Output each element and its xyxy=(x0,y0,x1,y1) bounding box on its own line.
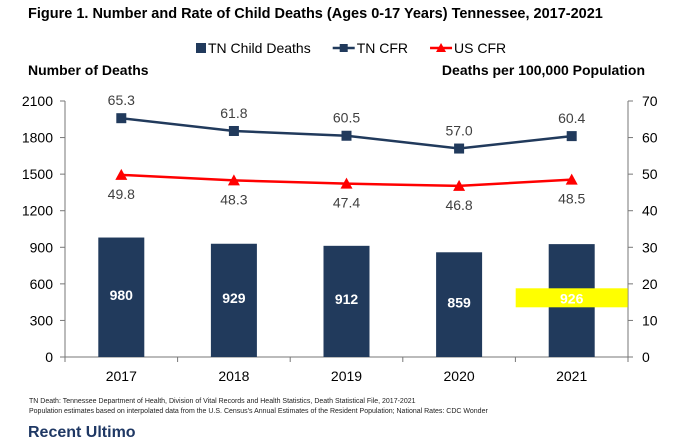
legend-marker-triangle xyxy=(436,43,447,52)
y-left-tick-label: 0 xyxy=(45,349,53,365)
us-cfr-point xyxy=(340,177,353,189)
y-left-tick-label: 300 xyxy=(30,312,54,328)
us-cfr-label: 46.8 xyxy=(445,197,472,213)
bar-value-label: 926 xyxy=(560,290,584,306)
data-labels: 980 929 912 859 926 65.3 61.8 60.5 57.0 60.4 49.8 4… xyxy=(108,92,628,311)
bar-tn-child-deaths xyxy=(210,243,257,357)
bar-tn-child-deaths xyxy=(98,237,145,357)
y-right-tick-label: 10 xyxy=(642,312,658,328)
y-left-tick-label: 600 xyxy=(30,276,54,292)
us-cfr-label: 49.8 xyxy=(108,186,135,202)
source-note-1: TN Death: Tennessee Department of Health… xyxy=(29,398,416,405)
y-axis-right-title: Deaths per 100,000 Population xyxy=(442,62,645,78)
bar-tn-child-deaths xyxy=(323,245,370,357)
y-right-tick-label: 0 xyxy=(642,349,650,365)
tn-cfr-label: 61.8 xyxy=(220,105,247,121)
y-left-tick-label: 900 xyxy=(30,239,54,255)
us-cfr-point xyxy=(115,168,128,180)
y-right-tick-label: 70 xyxy=(642,93,658,109)
y-left-tick-label: 2100 xyxy=(22,93,53,109)
x-tick-label: 2019 xyxy=(331,368,362,384)
figure-title: Figure 1. Number and Rate of Child Death… xyxy=(28,6,603,22)
x-tick-label: 2021 xyxy=(556,368,587,384)
y-left-tick-label: 1200 xyxy=(22,203,53,219)
tn-cfr-point xyxy=(116,113,127,124)
y-left-tick-label: 1800 xyxy=(22,130,53,146)
highlight-2021 xyxy=(515,288,628,308)
bar-value-label: 980 xyxy=(110,287,134,303)
y-axis-left-title: Number of Deaths xyxy=(28,62,149,78)
tn-cfr-point xyxy=(566,131,577,142)
next-section-heading: Recent Ultimo xyxy=(28,424,136,441)
chart: TN Child Deaths TN CFR US CFR Number of De… xyxy=(22,40,658,384)
source-note-2: Population estimates based on interpolat… xyxy=(29,408,488,415)
tn-cfr-label: 60.4 xyxy=(558,110,585,126)
bar-tn-child-deaths xyxy=(436,252,483,357)
tn-cfr-label: 57.0 xyxy=(445,123,472,139)
legend-label: TN CFR xyxy=(357,40,408,56)
axes: 0 300 600 900 1200 1500 1800 2100 0 10 20 30 40 50 60 7… xyxy=(22,93,658,384)
bar-value-label: 929 xyxy=(222,290,246,306)
legend: TN Child Deaths TN CFR US CFR xyxy=(196,40,506,56)
x-tick-label: 2018 xyxy=(218,368,249,384)
tn-cfr-point xyxy=(454,143,465,154)
y-right-tick-label: 60 xyxy=(642,130,658,146)
us-cfr-label: 48.3 xyxy=(220,191,247,207)
legend-label: US CFR xyxy=(454,40,506,56)
tn-cfr-label: 60.5 xyxy=(333,110,360,126)
y-right-tick-label: 50 xyxy=(642,166,658,182)
y-right-tick-label: 20 xyxy=(642,276,658,292)
us-cfr-label: 48.5 xyxy=(558,191,585,207)
y-left-tick-label: 1500 xyxy=(22,166,53,182)
y-right-tick-label: 40 xyxy=(642,203,658,219)
us-cfr-point xyxy=(565,173,578,185)
x-tick-label: 2017 xyxy=(106,368,137,384)
x-tick-label: 2020 xyxy=(444,368,475,384)
legend-label: TN Child Deaths xyxy=(208,40,311,56)
us-cfr-point xyxy=(453,179,466,191)
tn-cfr-label: 65.3 xyxy=(108,92,135,108)
legend-swatch-bar xyxy=(196,43,206,53)
lines xyxy=(115,113,578,191)
tn-cfr-point xyxy=(341,130,352,141)
bar-value-label: 912 xyxy=(335,291,359,307)
us-cfr-label: 47.4 xyxy=(333,195,360,211)
y-right-tick-label: 30 xyxy=(642,239,658,255)
tn-cfr-point xyxy=(228,125,239,136)
bar-value-label: 859 xyxy=(447,295,471,311)
us-cfr-point xyxy=(227,174,240,186)
legend-marker-square xyxy=(339,44,348,52)
